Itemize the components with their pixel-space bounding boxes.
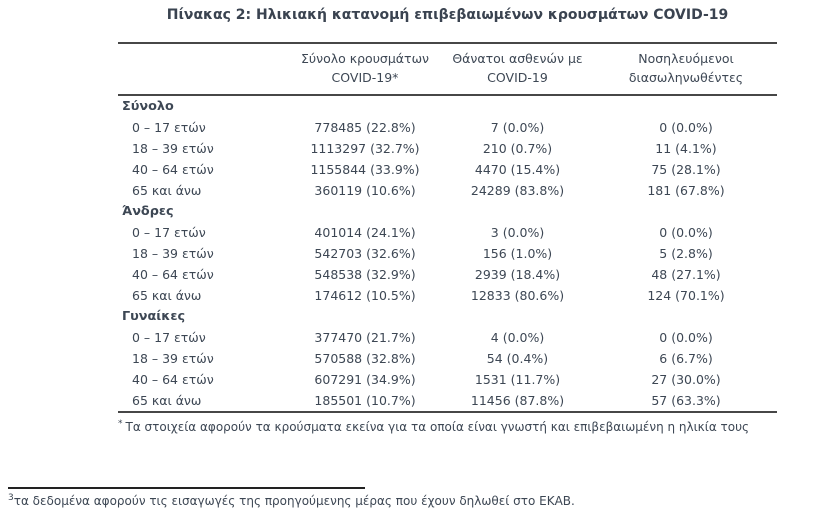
- intubated-value: 6 (6.7%): [659, 350, 713, 366]
- section-header-row: Άνδρες: [118, 201, 777, 222]
- footnote-divider: [8, 487, 365, 489]
- intubated-value: 27 (30.0%): [651, 371, 721, 387]
- table-row: 40 – 64 ετών 1155844 (33.9%) 4470 (15.4%…: [118, 159, 777, 180]
- table-footnote-marker: *: [118, 418, 123, 429]
- cases-value: 570588 (32.8%): [314, 350, 416, 366]
- header-empty-cell: [118, 49, 290, 88]
- age-distribution-table: Σύνολο κρουσμάτων COVID-19* Θάνατοι ασθε…: [118, 42, 777, 434]
- cases-value: 1113297 (32.7%): [310, 140, 420, 156]
- intubated-value: 48 (27.1%): [651, 266, 721, 282]
- table-row: 0 – 17 ετών 401014 (24.1%) 3 (0.0%) 0 (0…: [118, 222, 777, 243]
- intubated-value: 57 (63.3%): [651, 392, 721, 408]
- intubated-value: 0 (0.0%): [659, 329, 713, 345]
- table-row: 18 – 39 ετών 570588 (32.8%) 54 (0.4%) 6 …: [118, 348, 777, 369]
- section-header-row: Σύνολο: [118, 96, 777, 117]
- table-row: 0 – 17 ετών 377470 (21.7%) 4 (0.0%) 0 (0…: [118, 327, 777, 348]
- cases-value: 548538 (32.9%): [314, 266, 416, 282]
- age-group-label: 65 και άνω: [132, 392, 202, 408]
- table-row: 40 – 64 ετών 548538 (32.9%) 2939 (18.4%)…: [118, 264, 777, 285]
- table-row: 65 και άνω 185501 (10.7%) 11456 (87.8%) …: [118, 390, 777, 411]
- deaths-value: 3 (0.0%): [490, 224, 545, 240]
- deaths-value: 11456 (87.8%): [470, 392, 565, 408]
- age-group-label: 40 – 64 ετών: [132, 161, 214, 177]
- cases-value: 360119 (10.6%): [314, 182, 416, 198]
- age-group-label: 40 – 64 ετών: [132, 371, 214, 387]
- age-group-label: 0 – 17 ετών: [132, 119, 206, 135]
- age-group-label: 0 – 17 ετών: [132, 224, 206, 240]
- cases-value: 607291 (34.9%): [314, 371, 416, 387]
- deaths-value: 1531 (11.7%): [474, 371, 561, 387]
- intubated-value: 0 (0.0%): [659, 119, 713, 135]
- age-group-label: 18 – 39 ετών: [132, 245, 214, 261]
- cases-value: 377470 (21.7%): [314, 329, 416, 345]
- table-footnote-text: Τα στοιχεία αφορούν τα κρούσματα εκείνα …: [125, 419, 750, 434]
- section-name: Άνδρες: [122, 203, 174, 219]
- cases-value: 174612 (10.5%): [314, 287, 416, 303]
- intubated-value: 5 (2.8%): [659, 245, 713, 261]
- age-group-label: 65 και άνω: [132, 287, 202, 303]
- header-intubated: Νοσηλευόμενοι διασωληνωθέντες: [628, 51, 744, 86]
- cases-value: 778485 (22.8%): [314, 119, 416, 135]
- table-section-women: Γυναίκες 0 – 17 ετών 377470 (21.7%) 4 (0…: [118, 306, 777, 411]
- header-total-cases: Σύνολο κρουσμάτων COVID-19*: [300, 51, 430, 86]
- deaths-value: 4 (0.0%): [490, 329, 545, 345]
- table-row: 18 – 39 ετών 542703 (32.6%) 156 (1.0%) 5…: [118, 243, 777, 264]
- intubated-value: 0 (0.0%): [659, 224, 713, 240]
- age-group-label: 0 – 17 ετών: [132, 329, 206, 345]
- table-row: 18 – 39 ετών 1113297 (32.7%) 210 (0.7%) …: [118, 138, 777, 159]
- table-header-row: Σύνολο κρουσμάτων COVID-19* Θάνατοι ασθε…: [118, 44, 777, 94]
- deaths-value: 54 (0.4%): [486, 350, 549, 366]
- table-section-men: Άνδρες 0 – 17 ετών 401014 (24.1%) 3 (0.0…: [118, 201, 777, 306]
- table-row: 65 και άνω 174612 (10.5%) 12833 (80.6%) …: [118, 285, 777, 306]
- age-group-label: 65 και άνω: [132, 182, 202, 198]
- age-group-label: 18 – 39 ετών: [132, 140, 214, 156]
- deaths-value: 24289 (83.8%): [470, 182, 565, 198]
- header-deaths: Θάνατοι ασθενών με COVID-19: [452, 51, 583, 86]
- deaths-value: 12833 (80.6%): [470, 287, 565, 303]
- deaths-value: 210 (0.7%): [482, 140, 553, 156]
- age-group-label: 40 – 64 ετών: [132, 266, 214, 282]
- page-footnote: 3τα δεδομένα αφορούν τις εισαγωγές της π…: [8, 493, 828, 508]
- table-section-total: Σύνολο 0 – 17 ετών 778485 (22.8%) 7 (0.0…: [118, 96, 777, 201]
- table-row: 40 – 64 ετών 607291 (34.9%) 1531 (11.7%)…: [118, 369, 777, 390]
- deaths-value: 156 (1.0%): [482, 245, 553, 261]
- page-footnote-marker: 3: [8, 493, 14, 503]
- intubated-value: 181 (67.8%): [647, 182, 725, 198]
- deaths-value: 4470 (15.4%): [474, 161, 561, 177]
- page-footnote-text: τα δεδομένα αφορούν τις εισαγωγές της πρ…: [13, 494, 575, 508]
- table-row: 65 και άνω 360119 (10.6%) 24289 (83.8%) …: [118, 180, 777, 201]
- intubated-value: 75 (28.1%): [651, 161, 721, 177]
- table-title: Πίνακας 2: Ηλικιακή κατανομή επιβεβαιωμέ…: [166, 7, 729, 23]
- table-bottom-rule: [118, 410, 777, 413]
- cases-value: 401014 (24.1%): [314, 224, 416, 240]
- cases-value: 185501 (10.7%): [314, 392, 416, 408]
- cases-value: 1155844 (33.9%): [310, 161, 420, 177]
- table-top-rule: [118, 42, 777, 44]
- age-group-label: 18 – 39 ετών: [132, 350, 214, 366]
- deaths-value: 7 (0.0%): [490, 119, 545, 135]
- cases-value: 542703 (32.6%): [314, 245, 416, 261]
- table-header-rule: [118, 93, 777, 96]
- section-header-row: Γυναίκες: [118, 306, 777, 327]
- table-row: 0 – 17 ετών 778485 (22.8%) 7 (0.0%) 0 (0…: [118, 117, 777, 138]
- intubated-value: 124 (70.1%): [647, 287, 725, 303]
- section-name: Γυναίκες: [122, 308, 186, 324]
- section-name: Σύνολο: [122, 98, 174, 114]
- table-footnote: * Τα στοιχεία αφορούν τα κρούσματα εκείνα…: [118, 413, 777, 434]
- deaths-value: 2939 (18.4%): [474, 266, 561, 282]
- intubated-value: 11 (4.1%): [655, 140, 717, 156]
